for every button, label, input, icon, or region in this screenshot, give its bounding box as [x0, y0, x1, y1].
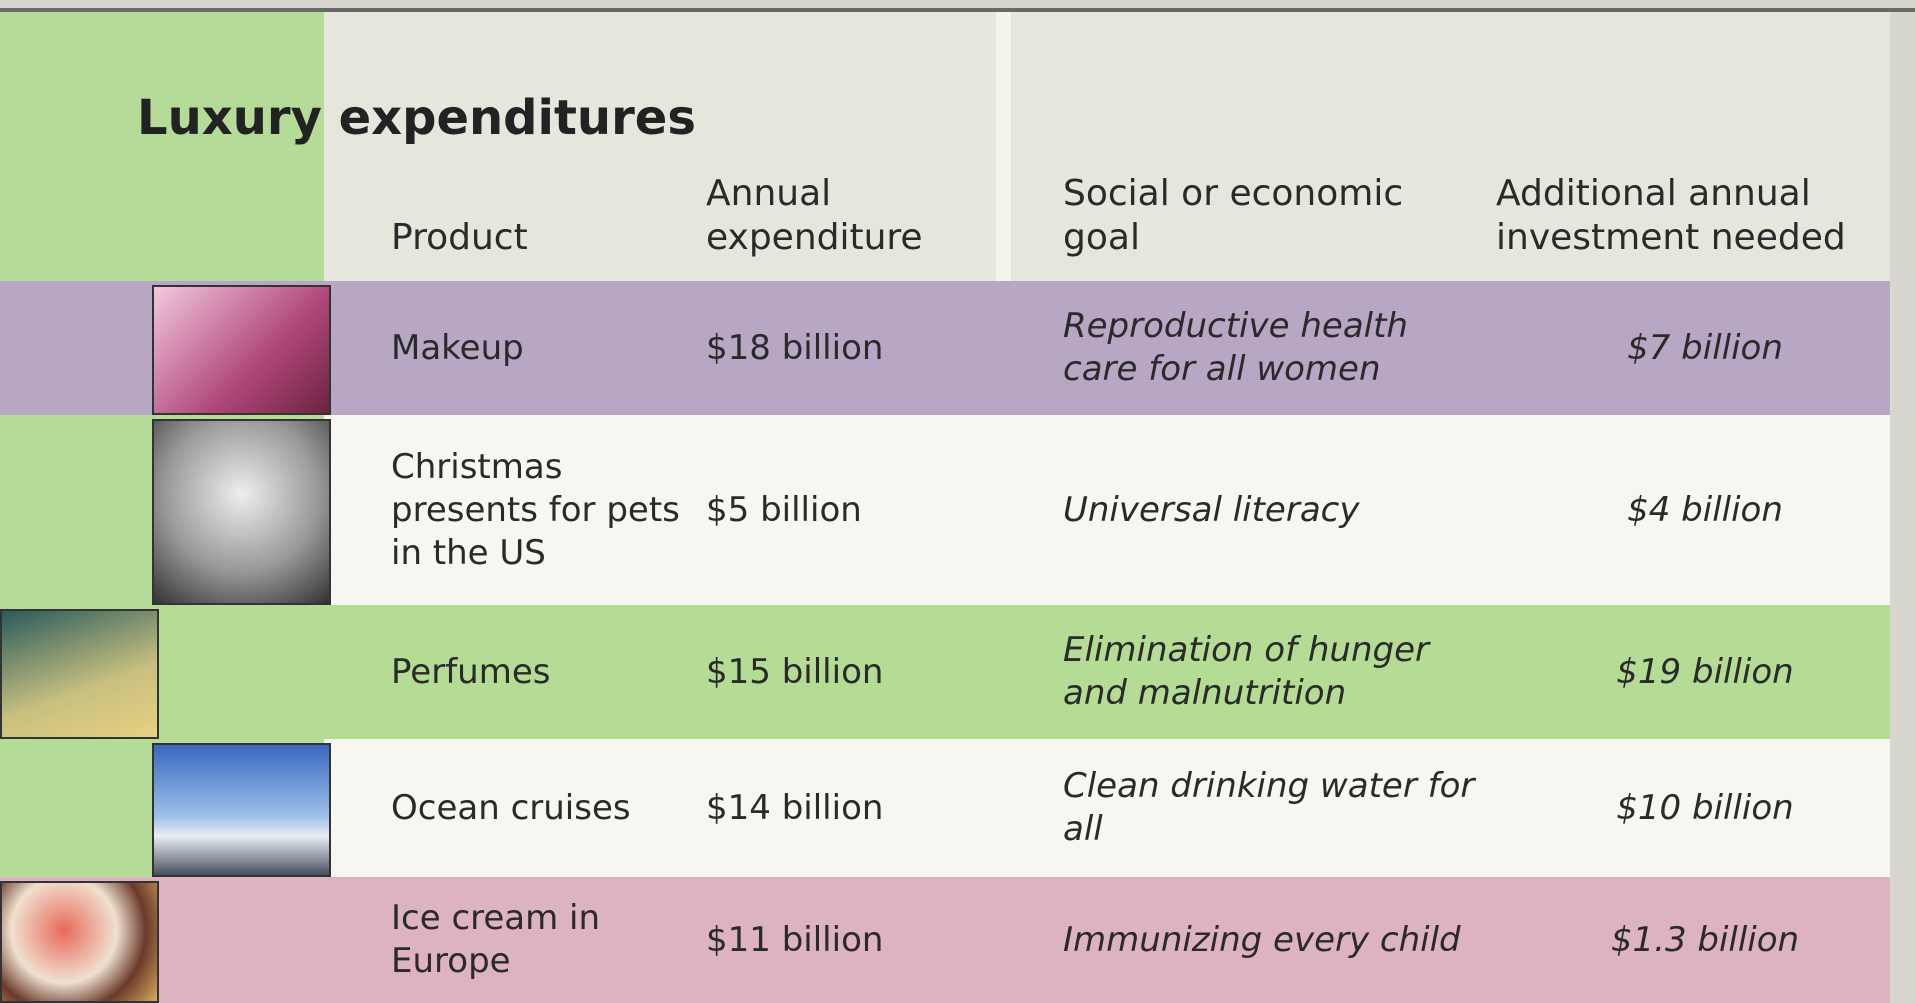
table-cell: Clean drinking water for all: [1063, 766, 1475, 849]
column-header: Additional annual investment needed: [1496, 173, 1846, 258]
table-cell: Immunizing every child: [1063, 919, 1461, 960]
row-photo: [152, 285, 331, 415]
table-cell: $11 billion: [706, 919, 884, 960]
table-cell: $4 billion: [1627, 489, 1783, 530]
table-cell: $5 billion: [706, 489, 862, 530]
top-rule: [0, 8, 1915, 12]
table-cell: Perfumes: [391, 651, 551, 692]
row-photo: [152, 419, 331, 605]
table-cell: Makeup: [391, 327, 524, 368]
column-header: Product: [391, 217, 528, 258]
table-cell: $10 billion: [1616, 787, 1794, 828]
table-cell: Ocean cruises: [391, 787, 631, 828]
table-cell: $15 billion: [706, 651, 884, 692]
table-cell: $19 billion: [1616, 651, 1794, 692]
title: Luxury expenditures: [137, 90, 696, 146]
table-cell: Reproductive health care for all women: [1063, 306, 1408, 389]
table-cell: Universal literacy: [1063, 489, 1360, 530]
row-band: [0, 877, 1890, 1003]
table-cell: Elimination of hunger and malnutrition: [1063, 630, 1429, 713]
table-cell: $7 billion: [1627, 327, 1783, 368]
table-cell: $18 billion: [706, 327, 884, 368]
row-photo: [0, 609, 159, 739]
column-header: Annual expenditure: [706, 173, 923, 258]
table-cell: Ice cream in Europe: [391, 898, 601, 981]
table-cell: Christmas presents for pets in the US: [391, 446, 680, 573]
column-header: Social or economic goal: [1063, 173, 1404, 258]
row-photo: [152, 743, 331, 877]
row-band: [0, 605, 1890, 739]
left-band: [0, 12, 324, 281]
table-cell: $1.3 billion: [1610, 919, 1800, 960]
right-edge: [1890, 12, 1915, 1003]
row-photo: [0, 881, 159, 1003]
table-cell: $14 billion: [706, 787, 884, 828]
